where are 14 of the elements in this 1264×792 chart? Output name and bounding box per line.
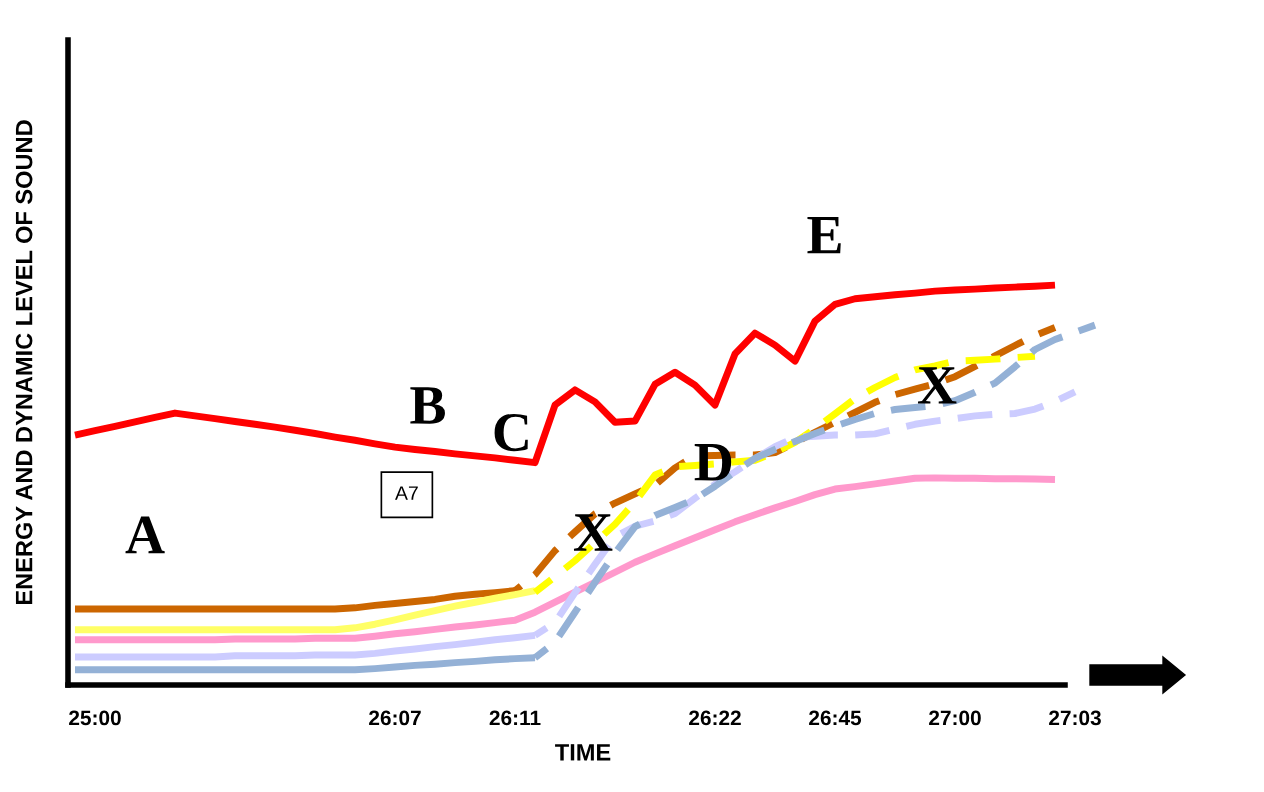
text: E	[807, 216, 841, 254]
x-tick-label: 25:00	[69, 710, 121, 726]
annotation: A	[125, 516, 165, 554]
x-tick-label: 26:07	[369, 710, 421, 726]
annotation: B	[410, 387, 445, 424]
y-axis-title: ENERGY AND DYNAMIC LEVEL OF SOUND	[15, 120, 33, 605]
x-axis-title: TIME	[555, 744, 611, 761]
annotation: A7	[395, 486, 418, 500]
x-tick-label: 26:22	[689, 710, 741, 726]
x-tick-label: 26:45	[809, 710, 862, 726]
x-tick-label: 27:03	[1049, 710, 1101, 726]
x-tick-label: 26:11	[489, 710, 541, 726]
x-tick-label: 27:00	[929, 710, 981, 726]
annotation: C	[494, 413, 528, 452]
